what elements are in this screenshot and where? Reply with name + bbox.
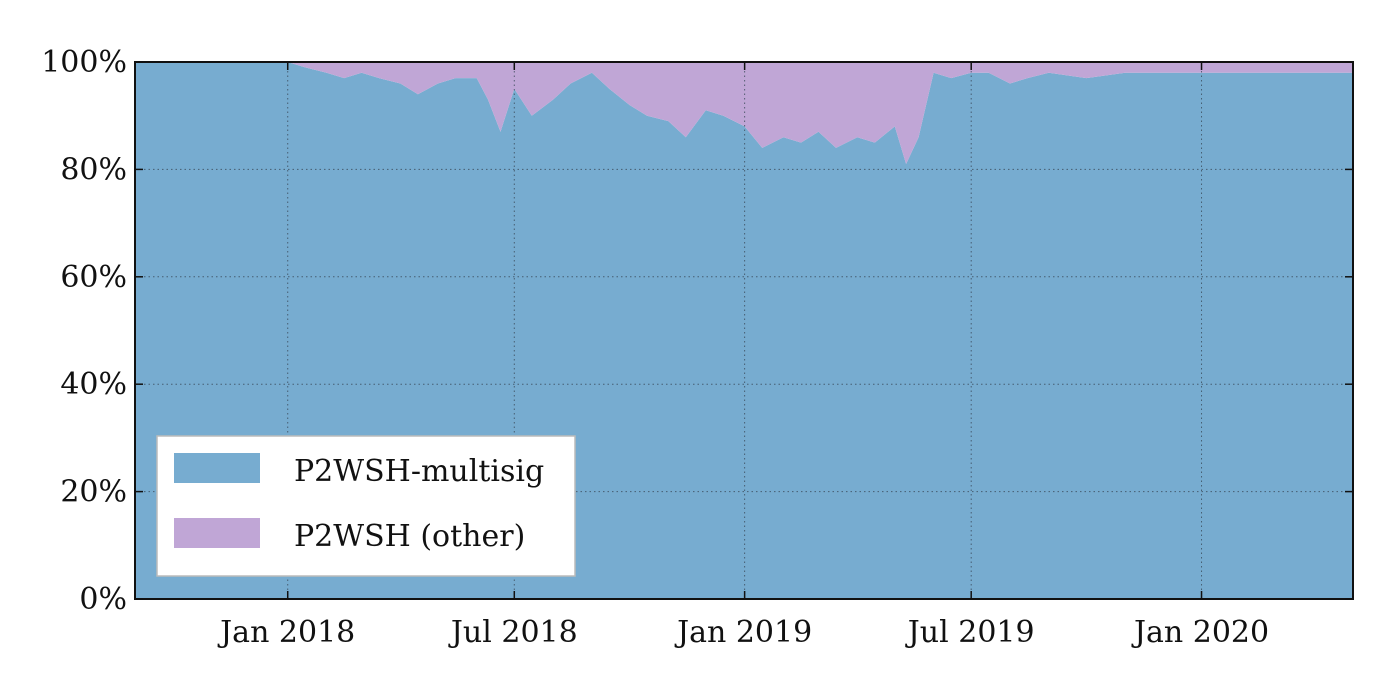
y-tick-label-3: 60%: [60, 260, 127, 295]
y-tick-label-1: 20%: [60, 475, 127, 510]
y-tick-label-4: 80%: [60, 152, 127, 187]
x-tick-label-0: Jan 2018: [217, 615, 355, 650]
area-series-1: [135, 62, 1353, 164]
x-tick-label-2: Jan 2019: [674, 615, 812, 650]
legend: P2WSH-multisig P2WSH (other): [156, 435, 576, 577]
y-tick-label-5: 100%: [41, 45, 127, 80]
ticks-layer: [135, 61, 1353, 600]
y-tick-label-0: 0%: [79, 582, 127, 617]
tick-labels-layer: 0% 20% 40% 60% 80% 100% Jan 2018 Jul 2018 Jan 20…: [41, 45, 1269, 650]
y-tick-label-2: 40%: [60, 367, 127, 402]
x-tick-label-4: Jan 2020: [1131, 615, 1269, 650]
legend-swatch-multisig: [174, 453, 260, 483]
legend-label-multisig: P2WSH-multisig: [294, 454, 544, 489]
legend-label-other: P2WSH (other): [294, 519, 525, 554]
x-tick-label-1: Jul 2018: [448, 615, 578, 650]
legend-swatch-other: [174, 518, 260, 548]
x-tick-label-3: Jul 2019: [905, 615, 1035, 650]
